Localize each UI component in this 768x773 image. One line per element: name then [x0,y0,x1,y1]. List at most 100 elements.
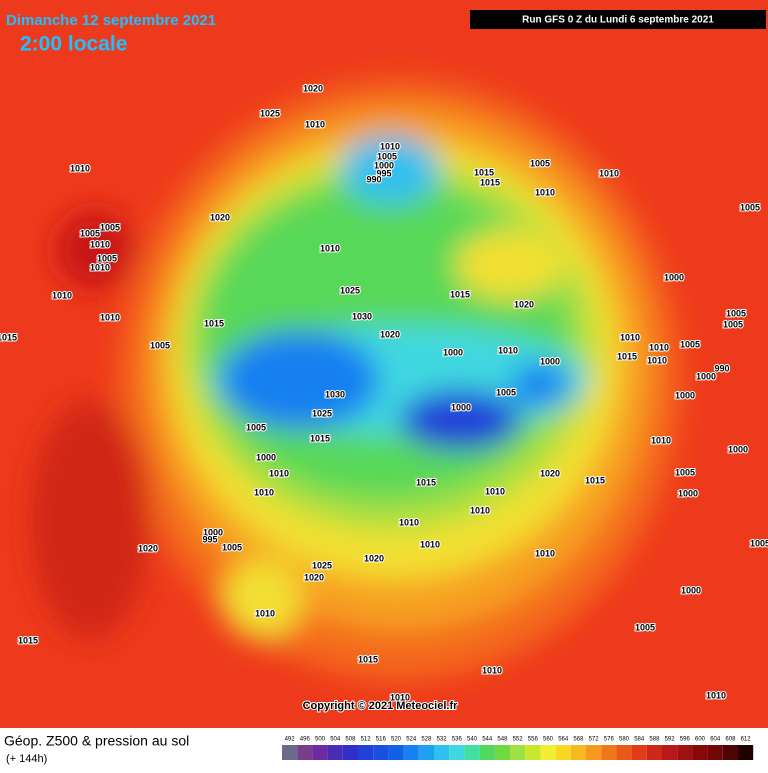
scale-swatch [479,745,495,760]
scale-swatch [510,745,526,760]
scale-swatch [434,745,450,760]
pressure-label: 1005 [675,467,695,477]
scale-label: 492 [285,737,296,743]
pressure-label: 1010 [390,692,410,702]
scale-swatch [646,745,662,760]
pressure-label: 1010 [255,608,275,618]
pressure-label: 1005 [377,151,397,161]
pressure-label: 1010 [706,690,726,700]
scale-label: 540 [467,737,478,743]
pressure-label: 1010 [485,486,505,496]
color-scale: 492 496 500 504 508 512 516 520 524 528 532 536 540 5… [282,737,754,760]
pressure-label: 995 [202,534,217,544]
pressure-label: 1005 [496,387,516,397]
scale-swatch [586,745,602,760]
pressure-label: 1020 [304,572,324,582]
scale-label: 584 [634,737,645,743]
scale-swatch [631,745,647,760]
pressure-label: 1020 [380,329,400,339]
pressure-label: 1015 [358,654,378,664]
pressure-label: 1015 [0,332,17,342]
pressure-label: 1000 [696,371,716,381]
scale-swatch [403,745,419,760]
pressure-label: 1010 [647,355,667,365]
run-info: Run GFS 0 Z du Lundi 6 septembre 2021 [522,15,714,26]
scale-swatch [327,745,343,760]
pressure-label: 1010 [399,517,419,527]
scale-swatch [662,745,678,760]
date: Dimanche 12 septembre 2021 [6,12,216,29]
scale-label: 532 [437,737,448,743]
scale-label: 576 [604,737,615,743]
scale-swatch [464,745,480,760]
pressure-label: 1010 [305,119,325,129]
scale-label: 496 [300,737,311,743]
pressure-labels: 1020102510101010101010051000995990101510… [0,82,768,703]
pressure-label: 990 [714,363,729,373]
scale-label: 536 [452,737,463,743]
scale-swatch [312,745,328,760]
pressure-label: 1005 [150,340,170,350]
pressure-label: 1005 [740,202,760,212]
local-time: 2:00 locale [20,33,127,56]
pressure-label: 1015 [585,475,605,485]
scale-label: 564 [558,737,569,743]
scale-swatch [342,745,358,760]
scale-label: 612 [741,737,752,743]
pressure-label: 1025 [260,108,280,118]
scale-swatch [616,745,632,760]
pressure-label: 1010 [320,243,340,253]
pressure-label: 1000 [451,402,471,412]
pressure-label: 1010 [269,468,289,478]
scale-label: 504 [330,737,341,743]
scale-label: 524 [406,737,417,743]
pressure-label: 1010 [599,168,619,178]
scale-label: 608 [725,737,736,743]
pressure-label: 1005 [100,222,120,232]
pressure-label: 1000 [681,585,701,595]
pressure-label: 1010 [70,163,90,173]
scale-label: 500 [315,737,326,743]
pressure-label: 1010 [52,290,72,300]
scale-label: 516 [376,737,387,743]
pressure-label: 1010 [380,141,400,151]
scale-swatch [722,745,738,760]
pressure-label: 1005 [726,308,746,318]
scale-label: 568 [573,737,584,743]
pressure-label: 1010 [254,487,274,497]
pressure-label: 1015 [18,635,38,645]
pressure-label: 1020 [138,543,158,553]
scale-label: 592 [665,737,676,743]
pressure-label: 1015 [617,351,637,361]
pressure-label: 1020 [303,83,323,93]
copyright: Copyright © 2021 Meteociel.fr [303,700,459,712]
scale-label: 548 [497,737,508,743]
footer-lead: (+ 144h) [6,753,47,765]
pressure-label: 1020 [364,553,384,563]
pressure-label: 1010 [470,505,490,515]
scale-label: 520 [391,737,402,743]
pressure-label: 1010 [535,548,555,558]
scale-label: 588 [649,737,660,743]
pressure-label: 1025 [312,560,332,570]
scale-label: 512 [361,737,372,743]
pressure-label: 1010 [90,262,110,272]
scale-swatch [449,745,465,760]
pressure-label: 1005 [723,319,743,329]
scale-swatch [677,745,693,760]
pressure-label: 1000 [374,160,394,170]
scale-label: 544 [482,737,493,743]
pressure-label: 1015 [480,177,500,187]
scale-label: 556 [528,737,539,743]
pressure-label: 1005 [530,158,550,168]
scale-label: 560 [543,737,554,743]
pressure-label: 1030 [325,389,345,399]
pressure-label: 1005 [246,422,266,432]
pressure-label: 1015 [310,433,330,443]
pressure-label: 1015 [416,477,436,487]
scale-swatch [358,745,374,760]
scale-swatch [282,745,298,760]
pressure-label: 1025 [312,408,332,418]
scale-swatch [373,745,389,760]
pressure-label: 1000 [728,444,748,454]
